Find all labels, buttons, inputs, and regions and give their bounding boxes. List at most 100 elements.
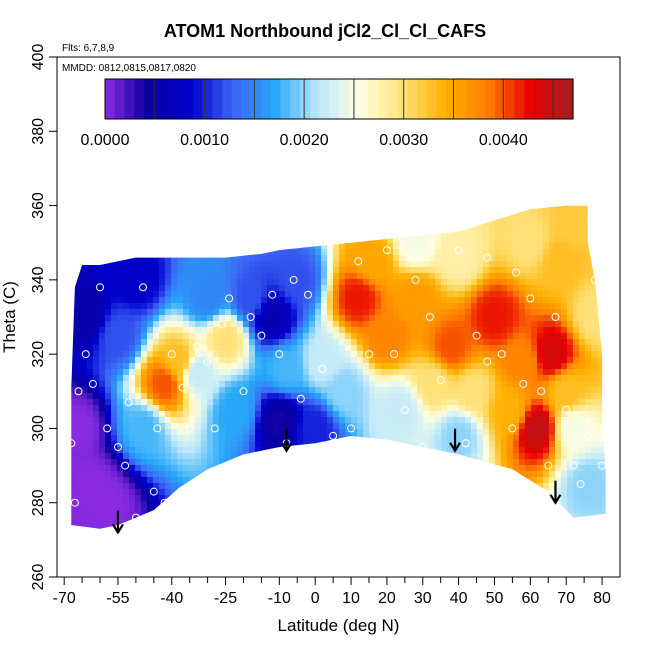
heatmap-cell [315,519,322,526]
heatmap-cell [483,297,490,304]
heatmap-cell [489,207,496,214]
heatmap-cell [519,237,526,244]
heatmap-cell [71,381,76,388]
heatmap-cell [375,333,382,340]
heatmap-cell [405,465,412,472]
heatmap-cell [219,477,226,484]
heatmap-cell [483,381,490,388]
heatmap-cell [375,543,382,550]
heatmap-cell [71,405,76,412]
heatmap-cell [207,345,214,352]
heatmap-cell [141,249,148,256]
heatmap-cell [555,465,562,472]
heatmap-cell [207,261,214,268]
heatmap-cell [489,507,496,514]
heatmap-cell [321,375,328,382]
heatmap-cell [501,249,508,256]
heatmap-cell [411,237,418,244]
heatmap-cell [63,213,70,220]
heatmap-cell [375,285,382,292]
heatmap-cell [201,513,208,520]
heatmap-cell [357,273,364,280]
heatmap-cell [459,303,466,310]
heatmap-cell [177,237,184,244]
heatmap-cell [363,405,370,412]
heatmap-cell [489,519,496,526]
heatmap-cell [75,339,82,346]
heatmap-cell [459,381,466,388]
heatmap-cell [531,393,538,400]
heatmap-cell [327,399,334,406]
heatmap-cell [369,213,376,220]
heatmap-cell [465,243,472,250]
heatmap-cell [483,345,490,352]
heatmap-cell [309,243,316,250]
heatmap-cell [243,273,250,280]
heatmap-cell [387,357,394,364]
heatmap-cell [549,363,556,370]
heatmap-cell [555,369,562,376]
heatmap-cell [237,435,244,442]
heatmap-cell [117,435,124,442]
heatmap-cell [357,363,364,370]
heatmap-cell [81,207,88,214]
heatmap-cell [69,531,76,538]
heatmap-cell [165,219,172,226]
heatmap-cell [297,387,304,394]
heatmap-cell [483,513,490,520]
heatmap-cell [345,345,352,352]
heatmap-cell [261,255,268,262]
heatmap-cell [387,303,394,310]
heatmap-cell [435,297,442,304]
heatmap-cell [363,249,370,256]
heatmap-cell [369,205,376,208]
heatmap-cell [525,285,532,292]
heatmap-cell [525,237,532,244]
heatmap-cell [405,363,412,370]
heatmap-cell [303,501,310,508]
heatmap-cell [429,501,436,508]
heatmap-cell [429,525,436,529]
heatmap-cell [207,525,214,529]
heatmap-cell [369,423,376,430]
heatmap-cell [393,441,400,448]
heatmap-cell [333,411,340,418]
heatmap-cell [105,429,112,436]
heatmap-cell [399,273,406,280]
heatmap-cell [489,453,496,460]
heatmap-cell [465,459,472,466]
heatmap-cell [489,205,496,208]
heatmap-cell [549,225,556,232]
heatmap-cell [189,231,196,238]
heatmap-cell [255,369,262,376]
heatmap-cell [285,375,292,382]
heatmap-cell [453,531,460,538]
heatmap-cell [555,399,562,406]
heatmap-cell [159,465,166,472]
heatmap-cell [411,207,418,214]
heatmap-cell [381,381,388,388]
heatmap-cell [357,513,364,520]
heatmap-cell [519,525,526,529]
heatmap-cell [111,327,118,334]
heatmap-cell [201,321,208,328]
heatmap-cell [309,369,316,376]
heatmap-cell [423,387,430,394]
heatmap-cell [105,213,112,220]
heatmap-cell [99,465,106,472]
heatmap-cell [195,429,202,436]
heatmap-cell [327,327,334,334]
heatmap-cell [435,429,442,436]
heatmap-cell [159,447,166,454]
heatmap-cell [63,471,70,478]
heatmap-cell [57,351,64,358]
heatmap-cell [501,321,508,328]
heatmap-cell [507,537,514,544]
heatmap-cell [543,519,550,526]
heatmap-cell [381,441,388,448]
heatmap-cell [249,243,256,250]
heatmap-cell [273,417,280,424]
heatmap-cell [237,507,244,514]
heatmap-cell [99,495,106,502]
heatmap-cell [177,345,184,352]
